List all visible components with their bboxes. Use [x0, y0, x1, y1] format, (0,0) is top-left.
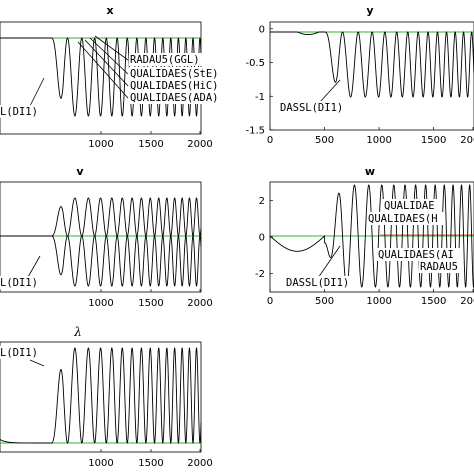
annotation-bg	[0, 276, 43, 289]
x-tick-label: 0	[267, 135, 273, 146]
panel-x: x 1000 1500 2000 RADAU5(GGL) QUALIDAES(StE)…	[0, 4, 226, 150]
x-tick-label: 500	[315, 135, 334, 146]
y-tick-label: -1.5	[245, 126, 265, 137]
annotation-leader	[29, 77, 45, 107]
annotation-bg	[0, 346, 43, 359]
annotation-bg	[377, 248, 461, 261]
x-tick-label: 1000	[88, 298, 113, 309]
annotation-label: L(DI1)	[0, 277, 38, 289]
annotation-label: L(DI1)	[0, 347, 38, 359]
annotation-label: QUALIDAES(ADA)	[130, 92, 219, 104]
panel-title: x	[106, 4, 113, 17]
tick-labels: 1000 1500 2000	[88, 289, 213, 309]
series-line	[0, 347, 202, 444]
annotation-leader	[319, 79, 341, 103]
panel-title: v	[76, 165, 84, 178]
y-tick-label: 2	[259, 196, 265, 207]
x-tick-label: 2000	[187, 139, 212, 150]
x-tick-label: 1000	[366, 135, 391, 146]
series-line	[269, 184, 474, 288]
plot-frame	[0, 181, 202, 293]
series-line-upper	[0, 197, 202, 237]
annotation-label: DASSL(DI1)	[280, 102, 343, 114]
curve	[0, 347, 202, 444]
tick-labels: 1000 1500 2000	[88, 131, 213, 150]
annotation-leader	[27, 255, 41, 278]
x-tick-label: 2000	[187, 298, 212, 309]
x-tick-label: 2000	[187, 458, 212, 469]
annotation-label: L(DI1)	[0, 106, 38, 118]
series-line	[0, 37, 202, 117]
annotation-leader	[317, 245, 341, 279]
x-tick-label: 0	[267, 296, 273, 307]
annotation-label: RADAU5(GGL)	[130, 54, 200, 66]
series-line-lower	[0, 235, 202, 287]
tick-labels: 1000 1500 2000	[88, 449, 213, 469]
annotation-label: DASSL(DI1)	[286, 277, 349, 289]
annotation-bg	[129, 91, 226, 104]
curve	[269, 184, 474, 288]
annotation-bg	[279, 101, 349, 114]
curve	[270, 31, 474, 98]
panel-title: y	[366, 4, 373, 17]
x-tick-label: 1500	[138, 298, 163, 309]
annotation-bg	[0, 105, 43, 118]
panel-w: w 050010001500200020-2 QUALIDAEQUALIDAES…	[255, 165, 474, 307]
tick-labels: 0 500 1000 1500 2000 2 0 -2	[255, 196, 474, 307]
annotations: RADAU5(GGL) QUALIDAES(StE)QUALIDAES(HiC)Q…	[0, 35, 226, 118]
annotation-leader	[84, 39, 129, 87]
annotations: L(DI1)	[0, 346, 45, 367]
annotation-label: QUALIDAES(H	[368, 213, 438, 225]
annotation-label: QUALIDAES(AI	[378, 249, 454, 261]
x-tick-label: 1500	[421, 135, 446, 146]
curve	[0, 37, 202, 117]
series-line	[270, 31, 474, 98]
x-tick-label: 1500	[421, 296, 446, 307]
annotation-label: RADAU5	[420, 261, 458, 273]
panel-y: y 0 500 1000 1500 2000 0 -0.5 -1 -1.5 DASSL(DI1)	[245, 4, 474, 146]
x-tick-label: 1000	[88, 139, 113, 150]
plot-frame	[0, 341, 202, 453]
annotation-bg	[367, 212, 444, 225]
x-tick-label: 2000	[460, 296, 474, 307]
annotation-bg	[285, 276, 355, 289]
annotation-label: QUALIDAES(StE)	[130, 68, 219, 80]
annotation-bg	[129, 67, 226, 80]
x-tick-label: 1000	[366, 296, 391, 307]
annotation-label: QUALIDAES(HiC)	[130, 80, 219, 92]
annotation-label: QUALIDAE	[384, 200, 435, 212]
y-tick-label: -0.5	[245, 58, 265, 69]
panel-lambda: λ 1000 1500 2000 L(DI1)	[0, 325, 213, 469]
x-tick-label: 1000	[88, 458, 113, 469]
y-tick-label: 0	[259, 24, 265, 35]
x-tick-label: 1500	[138, 139, 163, 150]
x-tick-label: 2000	[460, 135, 474, 146]
tick-labels: 0 500 1000 1500 2000 0 -0.5 -1 -1.5	[245, 24, 474, 146]
plot-frame	[269, 21, 474, 131]
annotation-bg	[419, 260, 463, 273]
panel-v: v 1000 1500 2000 L(DI1)	[0, 165, 213, 309]
annotation-leader	[29, 359, 45, 367]
annotation-leader	[94, 35, 129, 61]
annotation-bg	[383, 199, 440, 212]
x-tick-label: 500	[315, 296, 334, 307]
panel-title: w	[365, 165, 375, 178]
annotation-bg	[129, 53, 206, 66]
annotation-bg	[129, 79, 226, 92]
annotation-leader	[89, 37, 129, 75]
panel-title: λ	[73, 325, 82, 339]
annotations: L(DI1)	[0, 255, 43, 289]
curve	[0, 197, 202, 287]
y-tick-label: 0	[259, 233, 265, 244]
annotations: DASSL(DI1)	[279, 79, 349, 114]
x-tick-label: 1500	[138, 458, 163, 469]
annotation-leader	[77, 41, 129, 99]
y-tick-label: -2	[255, 269, 265, 280]
y-tick-label: -1	[255, 92, 265, 103]
